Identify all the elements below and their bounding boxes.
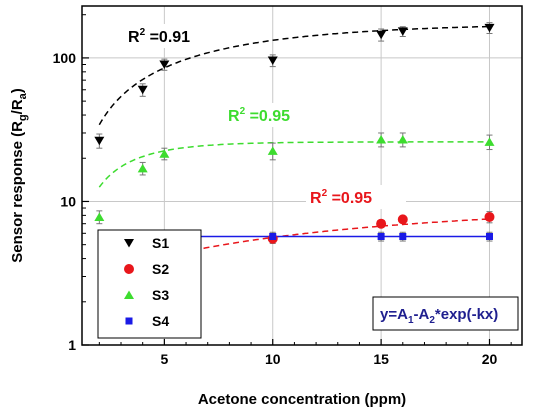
- point-s1: [137, 85, 148, 95]
- y-tick-label: 100: [53, 50, 77, 66]
- point-s1: [484, 23, 495, 33]
- axis-ticks: 5 10 15 20 1 10 100: [53, 14, 512, 367]
- fit-curve-s1: [98, 25, 490, 126]
- y-axis-label: Sensor response (Rg/Ra): [9, 88, 29, 263]
- y-tick-label: 10: [60, 193, 76, 209]
- legend-marker-s1: [124, 239, 134, 248]
- y-tick-label: 1: [68, 337, 76, 353]
- legend-label-s2: S2: [152, 261, 169, 277]
- point-s1: [376, 30, 387, 40]
- x-axis-label: Acetone concentration (ppm): [198, 391, 406, 408]
- legend: S1 S2 S3 S4: [97, 229, 202, 339]
- data-markers: [94, 23, 495, 244]
- point-s1: [94, 136, 105, 146]
- x-tick-label: 15: [373, 351, 389, 367]
- fit-curve-s3: [98, 141, 490, 188]
- legend-label-s3: S3: [152, 287, 169, 303]
- point-s3: [159, 149, 170, 158]
- fit-curve-s2: [164, 218, 490, 258]
- x-tick-label: 20: [482, 351, 498, 367]
- fit-equation: y=A1-A2*exp(-kx): [372, 296, 519, 331]
- point-s4: [399, 233, 407, 241]
- svg-text:R2 =0.95: R2 =0.95: [228, 106, 290, 125]
- fit-curves: [98, 25, 490, 258]
- point-s2: [376, 218, 387, 229]
- r2-annotation-s2: R2 =0.95: [306, 185, 406, 209]
- point-s3: [94, 212, 105, 221]
- legend-marker-s4: [125, 317, 133, 325]
- point-s3: [137, 163, 148, 173]
- point-s4: [485, 233, 493, 241]
- error-bars: [96, 22, 493, 244]
- plot-frame: [81, 5, 523, 346]
- point-s3: [267, 146, 278, 155]
- x-tick-label: 10: [265, 351, 281, 367]
- x-tick-label: 5: [160, 351, 168, 367]
- svg-text:y=A1-A2*exp(-kx): y=A1-A2*exp(-kx): [380, 306, 498, 326]
- legend-box: [97, 229, 202, 339]
- legend-marker-s3: [124, 290, 134, 299]
- point-s3: [376, 135, 387, 144]
- point-s2: [484, 211, 495, 222]
- r2-annotation-s1: R2 =0.91: [124, 24, 224, 48]
- point-s1: [159, 60, 170, 69]
- svg-text:R2 =0.91: R2 =0.91: [128, 27, 190, 46]
- point-s1: [397, 27, 408, 36]
- legend-label-s4: S4: [152, 313, 169, 329]
- point-s2: [397, 214, 408, 225]
- svg-text:R2 =0.95: R2 =0.95: [310, 188, 372, 207]
- legend-marker-s2: [124, 264, 134, 274]
- r2-annotation-s3: R2 =0.95: [224, 103, 324, 127]
- point-s3: [484, 137, 495, 146]
- legend-label-s1: S1: [152, 235, 169, 251]
- point-s3: [397, 135, 408, 144]
- point-s4: [269, 233, 277, 241]
- point-s1: [267, 56, 278, 65]
- point-s4: [377, 233, 385, 241]
